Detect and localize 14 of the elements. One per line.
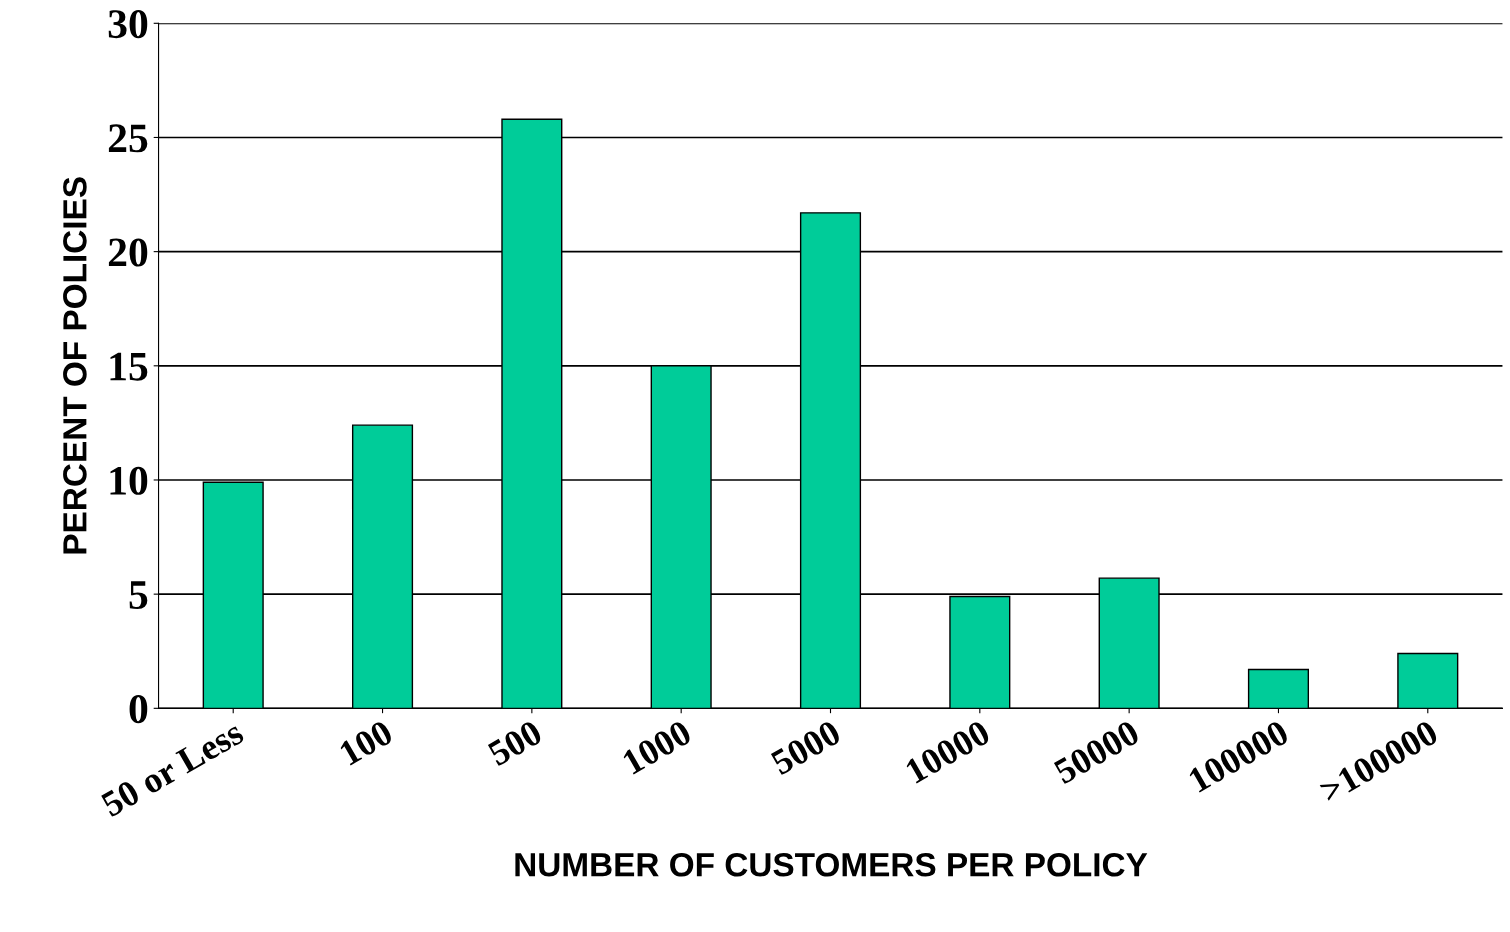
y-tick-label: 20 xyxy=(108,238,148,267)
y-tick-label: 0 xyxy=(129,695,148,724)
y-tick-label: 30 xyxy=(108,10,148,39)
x-tick-label: 100 xyxy=(338,719,395,766)
x-axis-title: NUMBER OF CUSTOMERS PER POLICY xyxy=(515,852,1148,877)
y-tick-label: 15 xyxy=(110,352,148,381)
x-tick-label: 50 or Less xyxy=(100,725,246,818)
x-tick-label: 5000 xyxy=(769,719,843,776)
x-tick-label: 1000 xyxy=(621,719,693,775)
y-tick-label: 25 xyxy=(108,124,148,153)
x-tick-label: 500 xyxy=(486,719,544,767)
y-tick-label: 5 xyxy=(129,581,148,610)
y-tick-label: 10 xyxy=(110,466,148,495)
y-axis-title: PERCENT OF POLICIES xyxy=(63,177,87,554)
